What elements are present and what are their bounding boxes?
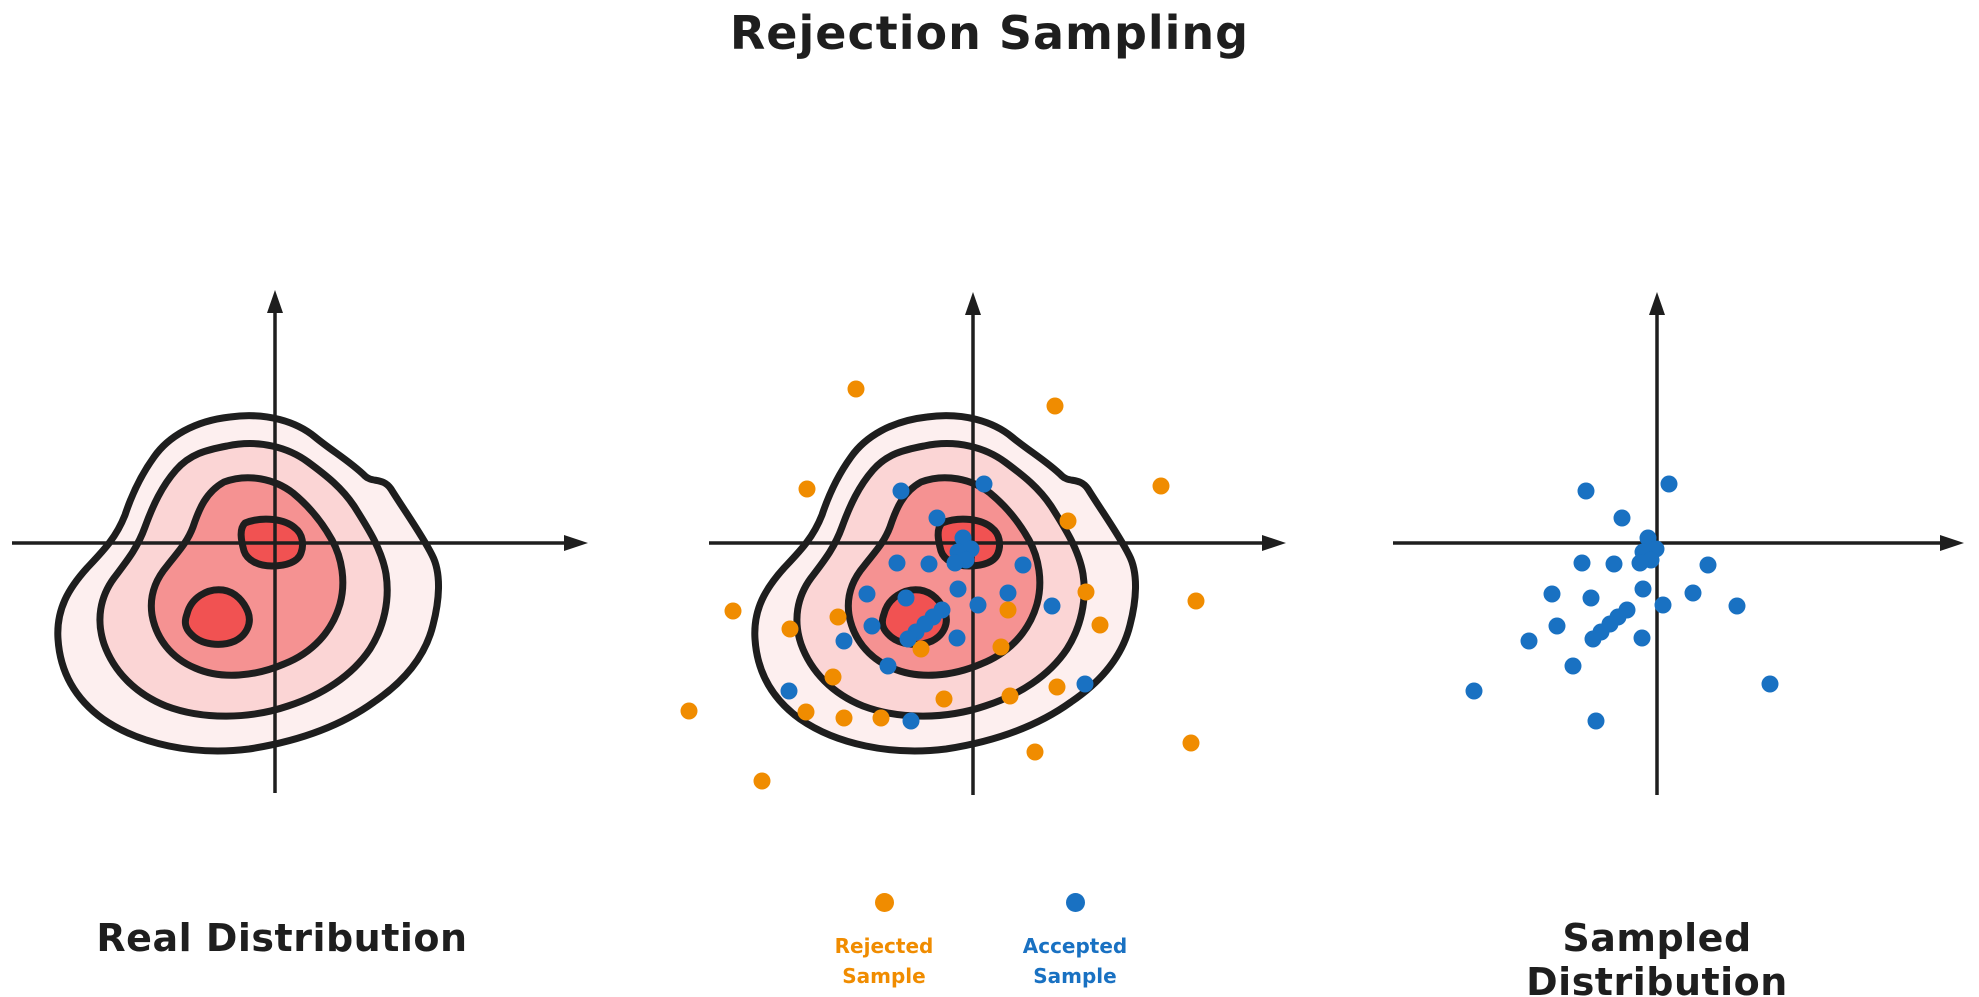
sample-dot-accepted	[1761, 675, 1779, 693]
sample-dot-accepted	[1699, 556, 1717, 574]
sample-dot-accepted	[975, 475, 993, 493]
sample-dot-accepted	[1564, 657, 1582, 675]
sample-dot-accepted	[1660, 475, 1678, 493]
sample-dot-accepted	[1582, 589, 1600, 607]
sample-dot-accepted	[902, 712, 920, 730]
sample-dot-rejected	[847, 380, 865, 398]
sample-dot-accepted	[920, 555, 938, 573]
sample-dot-rejected	[992, 638, 1010, 656]
sample-dot-accepted	[858, 585, 876, 603]
sample-dot-rejected	[1187, 592, 1205, 610]
sample-dot-rejected	[1091, 616, 1109, 634]
sample-dot-accepted	[835, 632, 853, 650]
sample-dot-rejected	[1046, 397, 1064, 415]
sample-dot-accepted	[1543, 585, 1561, 603]
sample-dot-accepted	[948, 629, 966, 647]
sample-dot-accepted	[1014, 556, 1032, 574]
sampled-distribution-label: Sampled Distribution	[1526, 916, 1788, 997]
sample-dot-rejected	[1182, 734, 1200, 752]
sample-dot-rejected	[753, 772, 771, 790]
sample-dot-rejected	[835, 709, 853, 727]
sample-dot-accepted	[863, 617, 881, 635]
accepted-sample-legend-label: Accepted Sample	[1022, 934, 1128, 988]
sample-dot-rejected	[829, 608, 847, 626]
diagram-title: Rejection Sampling	[729, 6, 1250, 60]
sample-dot-accepted	[1465, 682, 1483, 700]
sample-dot-rejected	[824, 668, 842, 686]
sample-dot-rejected	[1048, 678, 1066, 696]
panel-sampling-overlay	[680, 292, 1286, 795]
sample-dot-accepted	[879, 657, 897, 675]
sample-dot-accepted	[1613, 509, 1631, 527]
sample-dot-rejected	[1059, 512, 1077, 530]
sample-dots-layer	[680, 380, 1205, 790]
rejected-sample-legend-dot	[874, 892, 894, 912]
sample-dot-rejected	[781, 620, 799, 638]
y-axis-arrowhead	[1649, 292, 1665, 315]
sample-dot-accepted	[1728, 597, 1746, 615]
sample-dots-layer	[1465, 475, 1779, 730]
accepted-sample-legend-dot	[1065, 892, 1085, 912]
rejected-sample-legend-label: Rejected Sample	[834, 934, 934, 988]
sample-dot-rejected	[912, 640, 930, 658]
sample-dot-accepted	[1573, 554, 1591, 572]
sample-dot-accepted	[1584, 630, 1602, 648]
sample-dot-accepted	[999, 584, 1017, 602]
real-distribution-label: Real Distribution	[96, 916, 468, 960]
x-axis-arrowhead	[564, 535, 588, 551]
sample-dot-accepted	[888, 554, 906, 572]
sample-dot-rejected	[935, 690, 953, 708]
sample-dot-accepted	[928, 509, 946, 527]
sample-dot-accepted	[892, 482, 910, 500]
sample-dot-accepted	[1076, 675, 1094, 693]
sample-dot-accepted	[1043, 597, 1061, 615]
sample-dot-rejected	[1077, 583, 1095, 601]
sample-dot-rejected	[1152, 477, 1170, 495]
sample-dot-accepted	[969, 596, 987, 614]
sample-dot-accepted	[897, 589, 915, 607]
sample-dot-accepted	[1605, 555, 1623, 573]
sample-dot-accepted	[780, 682, 798, 700]
sample-dot-rejected	[724, 602, 742, 620]
sample-dot-rejected	[999, 601, 1017, 619]
sample-dot-accepted	[1631, 554, 1649, 572]
sample-dot-accepted	[1577, 482, 1595, 500]
y-axis-arrowhead	[267, 290, 283, 313]
sample-dot-accepted	[899, 630, 917, 648]
sample-dot-rejected	[680, 702, 698, 720]
sample-dot-rejected	[1026, 743, 1044, 761]
sample-dot-rejected	[798, 480, 816, 498]
sample-dot-accepted	[1634, 580, 1652, 598]
sample-dot-rejected	[797, 703, 815, 721]
sample-dot-rejected	[872, 709, 890, 727]
panel-sampled-distribution	[1393, 292, 1964, 795]
y-axis-arrowhead	[965, 292, 981, 315]
sample-dot-rejected	[1001, 687, 1019, 705]
sample-dot-accepted	[1587, 712, 1605, 730]
sample-dot-accepted	[946, 554, 964, 572]
sample-dot-accepted	[1654, 596, 1672, 614]
sample-dot-accepted	[949, 580, 967, 598]
sample-dot-accepted	[1684, 584, 1702, 602]
sample-dot-accepted	[1548, 617, 1566, 635]
panel-real-distribution	[12, 290, 588, 793]
sample-dot-accepted	[1633, 629, 1651, 647]
sample-dot-accepted	[1520, 632, 1538, 650]
x-axis-arrowhead	[1940, 535, 1964, 551]
x-axis-arrowhead	[1262, 535, 1286, 551]
